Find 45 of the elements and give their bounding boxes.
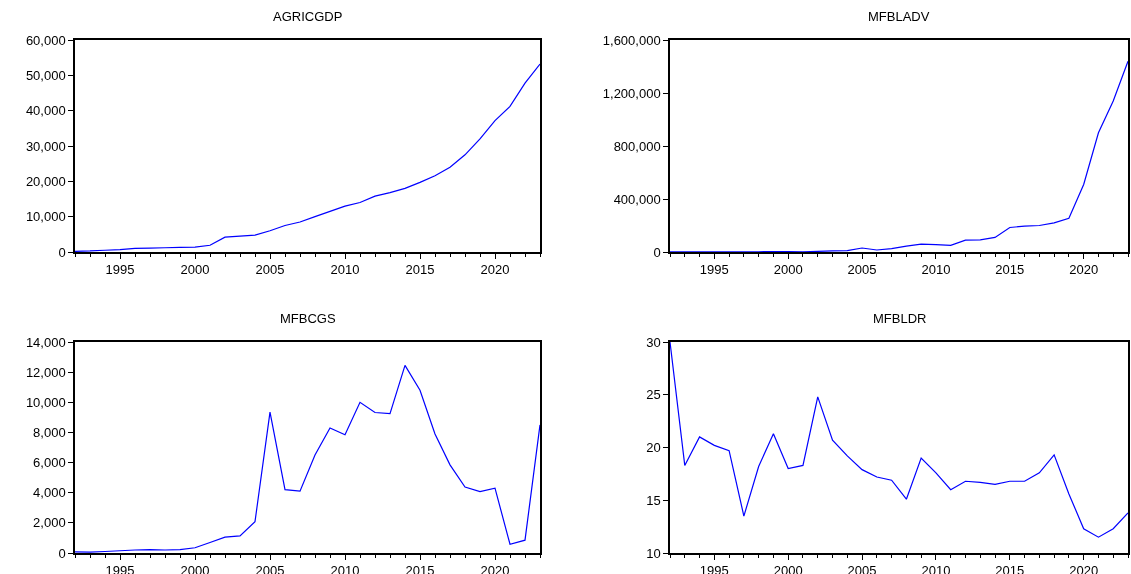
y-tick-label: 40,000 — [25, 103, 66, 119]
chart-title: MFBCGS — [280, 311, 336, 326]
chart-title: MFBLADV — [868, 9, 930, 24]
y-tick-label: 14,000 — [25, 334, 66, 350]
y-tick-label: 8,000 — [33, 424, 66, 440]
y-tick-label: 1,600,000 — [602, 32, 661, 48]
y-tick-label: 30 — [646, 334, 661, 350]
y-tick-label: 0 — [58, 244, 66, 260]
x-tick-label: 2010 — [921, 262, 951, 278]
x-tick-label: 2020 — [480, 262, 510, 278]
y-tick-label: 800,000 — [613, 138, 661, 154]
y-tick-label: 0 — [653, 244, 661, 260]
x-tick-label: 2000 — [180, 262, 210, 278]
y-tick-label: 4,000 — [33, 485, 66, 501]
y-tick-label: 50,000 — [25, 67, 66, 83]
x-tick-label: 2000 — [773, 262, 803, 278]
y-tick-label: 60,000 — [25, 32, 66, 48]
x-tick-label: 2015 — [405, 262, 435, 278]
y-tick-label: 1,200,000 — [602, 85, 661, 101]
x-tick-label: 2010 — [330, 262, 360, 278]
y-tick-label: 10,000 — [25, 394, 66, 410]
line-series — [75, 63, 540, 252]
y-tick-label: 10,000 — [25, 209, 66, 225]
y-tick-label: 12,000 — [25, 364, 66, 380]
y-tick-label: 20,000 — [25, 173, 66, 189]
chart-title: AGRICGDP — [273, 9, 343, 24]
chart-title: MFBLDR — [873, 311, 927, 326]
line-series — [670, 60, 1128, 252]
y-tick-label: 6,000 — [33, 455, 66, 471]
line-series — [75, 364, 540, 553]
y-tick-label: 10 — [646, 545, 661, 561]
y-tick-label: 20 — [646, 440, 661, 456]
x-tick-label: 2005 — [847, 262, 877, 278]
x-tick-label: 1995 — [105, 262, 135, 278]
x-tick-label: 2015 — [995, 262, 1025, 278]
y-tick-label: 400,000 — [613, 191, 661, 207]
y-tick-label: 2,000 — [33, 515, 66, 531]
x-tick-label: 2005 — [255, 262, 285, 278]
line-series — [670, 342, 1128, 538]
y-tick-label: 15 — [646, 492, 661, 508]
x-tick-label: 1995 — [699, 262, 729, 278]
y-tick-label: 0 — [58, 545, 66, 561]
y-tick-label: 25 — [646, 387, 661, 403]
y-tick-label: 30,000 — [25, 138, 66, 154]
x-tick-label: 2020 — [1069, 262, 1099, 278]
